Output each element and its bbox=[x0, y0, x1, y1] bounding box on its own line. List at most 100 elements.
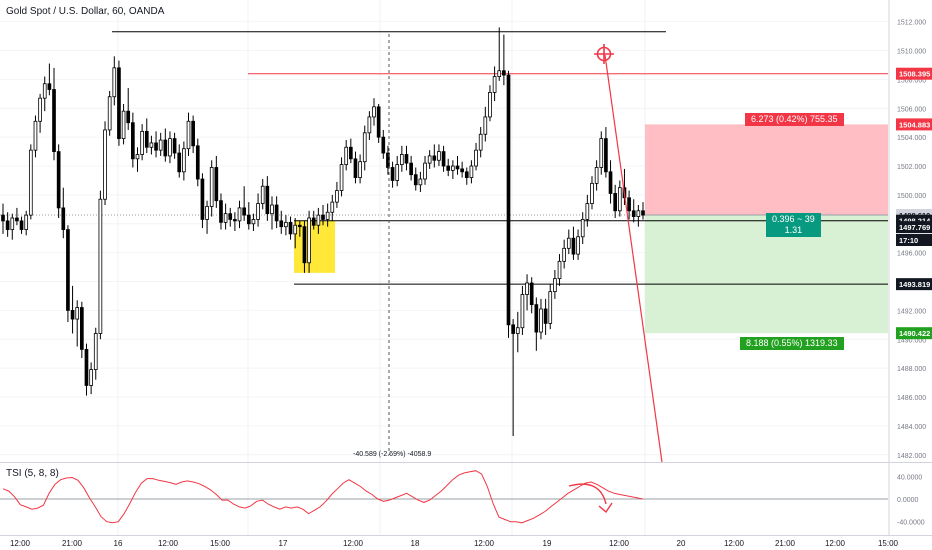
candle-body bbox=[311, 217, 316, 226]
candle bbox=[89, 362, 93, 395]
price-tag[interactable]: 17:10 bbox=[896, 234, 932, 246]
price-tag[interactable]: 1493.819 bbox=[896, 278, 932, 291]
candle-body bbox=[15, 217, 19, 222]
time-tick-label[interactable]: 12:00 bbox=[724, 539, 745, 548]
candle bbox=[321, 205, 325, 226]
candle bbox=[474, 142, 478, 171]
target-icon[interactable] bbox=[594, 44, 614, 64]
candle bbox=[33, 115, 38, 158]
price-tick-label: 1510.000 bbox=[897, 49, 926, 56]
candle-body bbox=[28, 149, 33, 216]
candle bbox=[525, 274, 529, 311]
candle-body bbox=[525, 282, 529, 295]
candle-body bbox=[140, 130, 144, 155]
candle bbox=[464, 167, 469, 185]
candle bbox=[251, 213, 256, 231]
candle-body bbox=[163, 139, 168, 157]
time-tick-label[interactable]: 19 bbox=[543, 539, 552, 548]
price-tick-label: 1496.000 bbox=[897, 251, 926, 258]
candle bbox=[93, 327, 98, 380]
candle bbox=[205, 200, 209, 234]
candle bbox=[24, 210, 29, 236]
candle bbox=[418, 171, 423, 193]
drawings[interactable] bbox=[388, 34, 663, 463]
arrow-head-icon bbox=[598, 502, 613, 514]
candle-body bbox=[186, 120, 191, 150]
candle-body bbox=[274, 204, 279, 222]
time-tick-label[interactable]: 12:00 bbox=[825, 539, 846, 548]
candle bbox=[70, 285, 75, 334]
candle-body bbox=[395, 164, 400, 181]
price-tag[interactable]: 1508.395 bbox=[896, 67, 932, 80]
candle bbox=[284, 215, 288, 236]
candle bbox=[571, 226, 576, 260]
candle-body bbox=[585, 203, 590, 220]
candle-body bbox=[511, 324, 515, 334]
time-tick-label[interactable]: 18 bbox=[411, 539, 420, 548]
candle-body bbox=[307, 217, 311, 264]
candle bbox=[362, 125, 367, 171]
candle bbox=[15, 207, 19, 226]
candle bbox=[228, 207, 233, 227]
candle-body bbox=[144, 130, 149, 148]
candle bbox=[413, 167, 418, 191]
time-tick-label[interactable]: 17 bbox=[279, 539, 288, 548]
price-axis[interactable]: 1512.000 1510.000 1508.000 1506.000 1504.000… bbox=[888, 0, 932, 535]
time-tick-label[interactable]: 15:00 bbox=[878, 539, 899, 548]
candle bbox=[107, 90, 112, 136]
time-axis[interactable]: 12:00 21:00 16 12:00 15:00 17 12:00 18 12:00 19 12… bbox=[0, 535, 932, 549]
price-tick-label: 1490.000 bbox=[897, 337, 926, 344]
candle-body bbox=[613, 193, 618, 212]
candle-body bbox=[506, 74, 511, 326]
candle bbox=[265, 176, 270, 221]
candle bbox=[5, 212, 10, 237]
candle bbox=[641, 202, 645, 220]
candle-body bbox=[455, 165, 460, 170]
candle-body bbox=[93, 333, 98, 371]
time-tick-label[interactable]: 12:00 bbox=[474, 539, 495, 548]
candle-body bbox=[381, 136, 386, 154]
candle bbox=[214, 155, 219, 208]
candle-body bbox=[98, 198, 103, 334]
time-tick-label[interactable]: 20 bbox=[677, 539, 686, 548]
candle bbox=[19, 216, 24, 234]
candle-body bbox=[126, 110, 131, 124]
candle bbox=[348, 138, 353, 164]
price-tick-label: 1488.000 bbox=[897, 366, 926, 373]
candle bbox=[580, 212, 585, 244]
candle bbox=[200, 173, 205, 229]
time-tick-label[interactable]: 21:00 bbox=[775, 539, 796, 548]
candle bbox=[279, 210, 284, 234]
price-tag[interactable]: 1504.883 bbox=[896, 118, 932, 131]
stop-loss-label: 6.273 (0.42%) 755.35 bbox=[745, 113, 844, 126]
price-tag-bg bbox=[896, 67, 932, 80]
candle-body bbox=[441, 151, 446, 167]
candle bbox=[488, 85, 492, 122]
time-tick-label[interactable]: 12:00 bbox=[10, 539, 31, 548]
candle bbox=[135, 147, 140, 172]
candle-body bbox=[149, 142, 154, 148]
time-tick-label[interactable]: 15:00 bbox=[210, 539, 231, 548]
candle bbox=[158, 132, 163, 156]
time-tick-label[interactable]: 12:00 bbox=[158, 539, 179, 548]
candle-body bbox=[599, 138, 604, 168]
candle bbox=[604, 127, 608, 178]
time-tick-label[interactable]: 12:00 bbox=[609, 539, 630, 548]
time-tick-label[interactable]: 12:00 bbox=[343, 539, 364, 548]
horizontal-lines[interactable] bbox=[0, 31, 888, 285]
price-tag[interactable]: 1497.769 bbox=[896, 221, 932, 234]
time-tick-label[interactable]: 21:00 bbox=[62, 539, 83, 548]
candle-body bbox=[75, 307, 80, 320]
price-tag-bg bbox=[896, 327, 932, 340]
candle-body bbox=[344, 146, 349, 165]
candle-body bbox=[172, 138, 177, 154]
candle-body bbox=[168, 138, 172, 157]
price-tag[interactable]: 1490.422 bbox=[896, 327, 932, 340]
trend-line[interactable] bbox=[604, 54, 663, 463]
tsi-tick-label: -40.0000 bbox=[897, 520, 925, 527]
candle-body bbox=[372, 106, 376, 118]
price-tag-bg bbox=[896, 278, 932, 291]
candle bbox=[163, 128, 168, 162]
time-tick-label[interactable]: 16 bbox=[114, 539, 123, 548]
